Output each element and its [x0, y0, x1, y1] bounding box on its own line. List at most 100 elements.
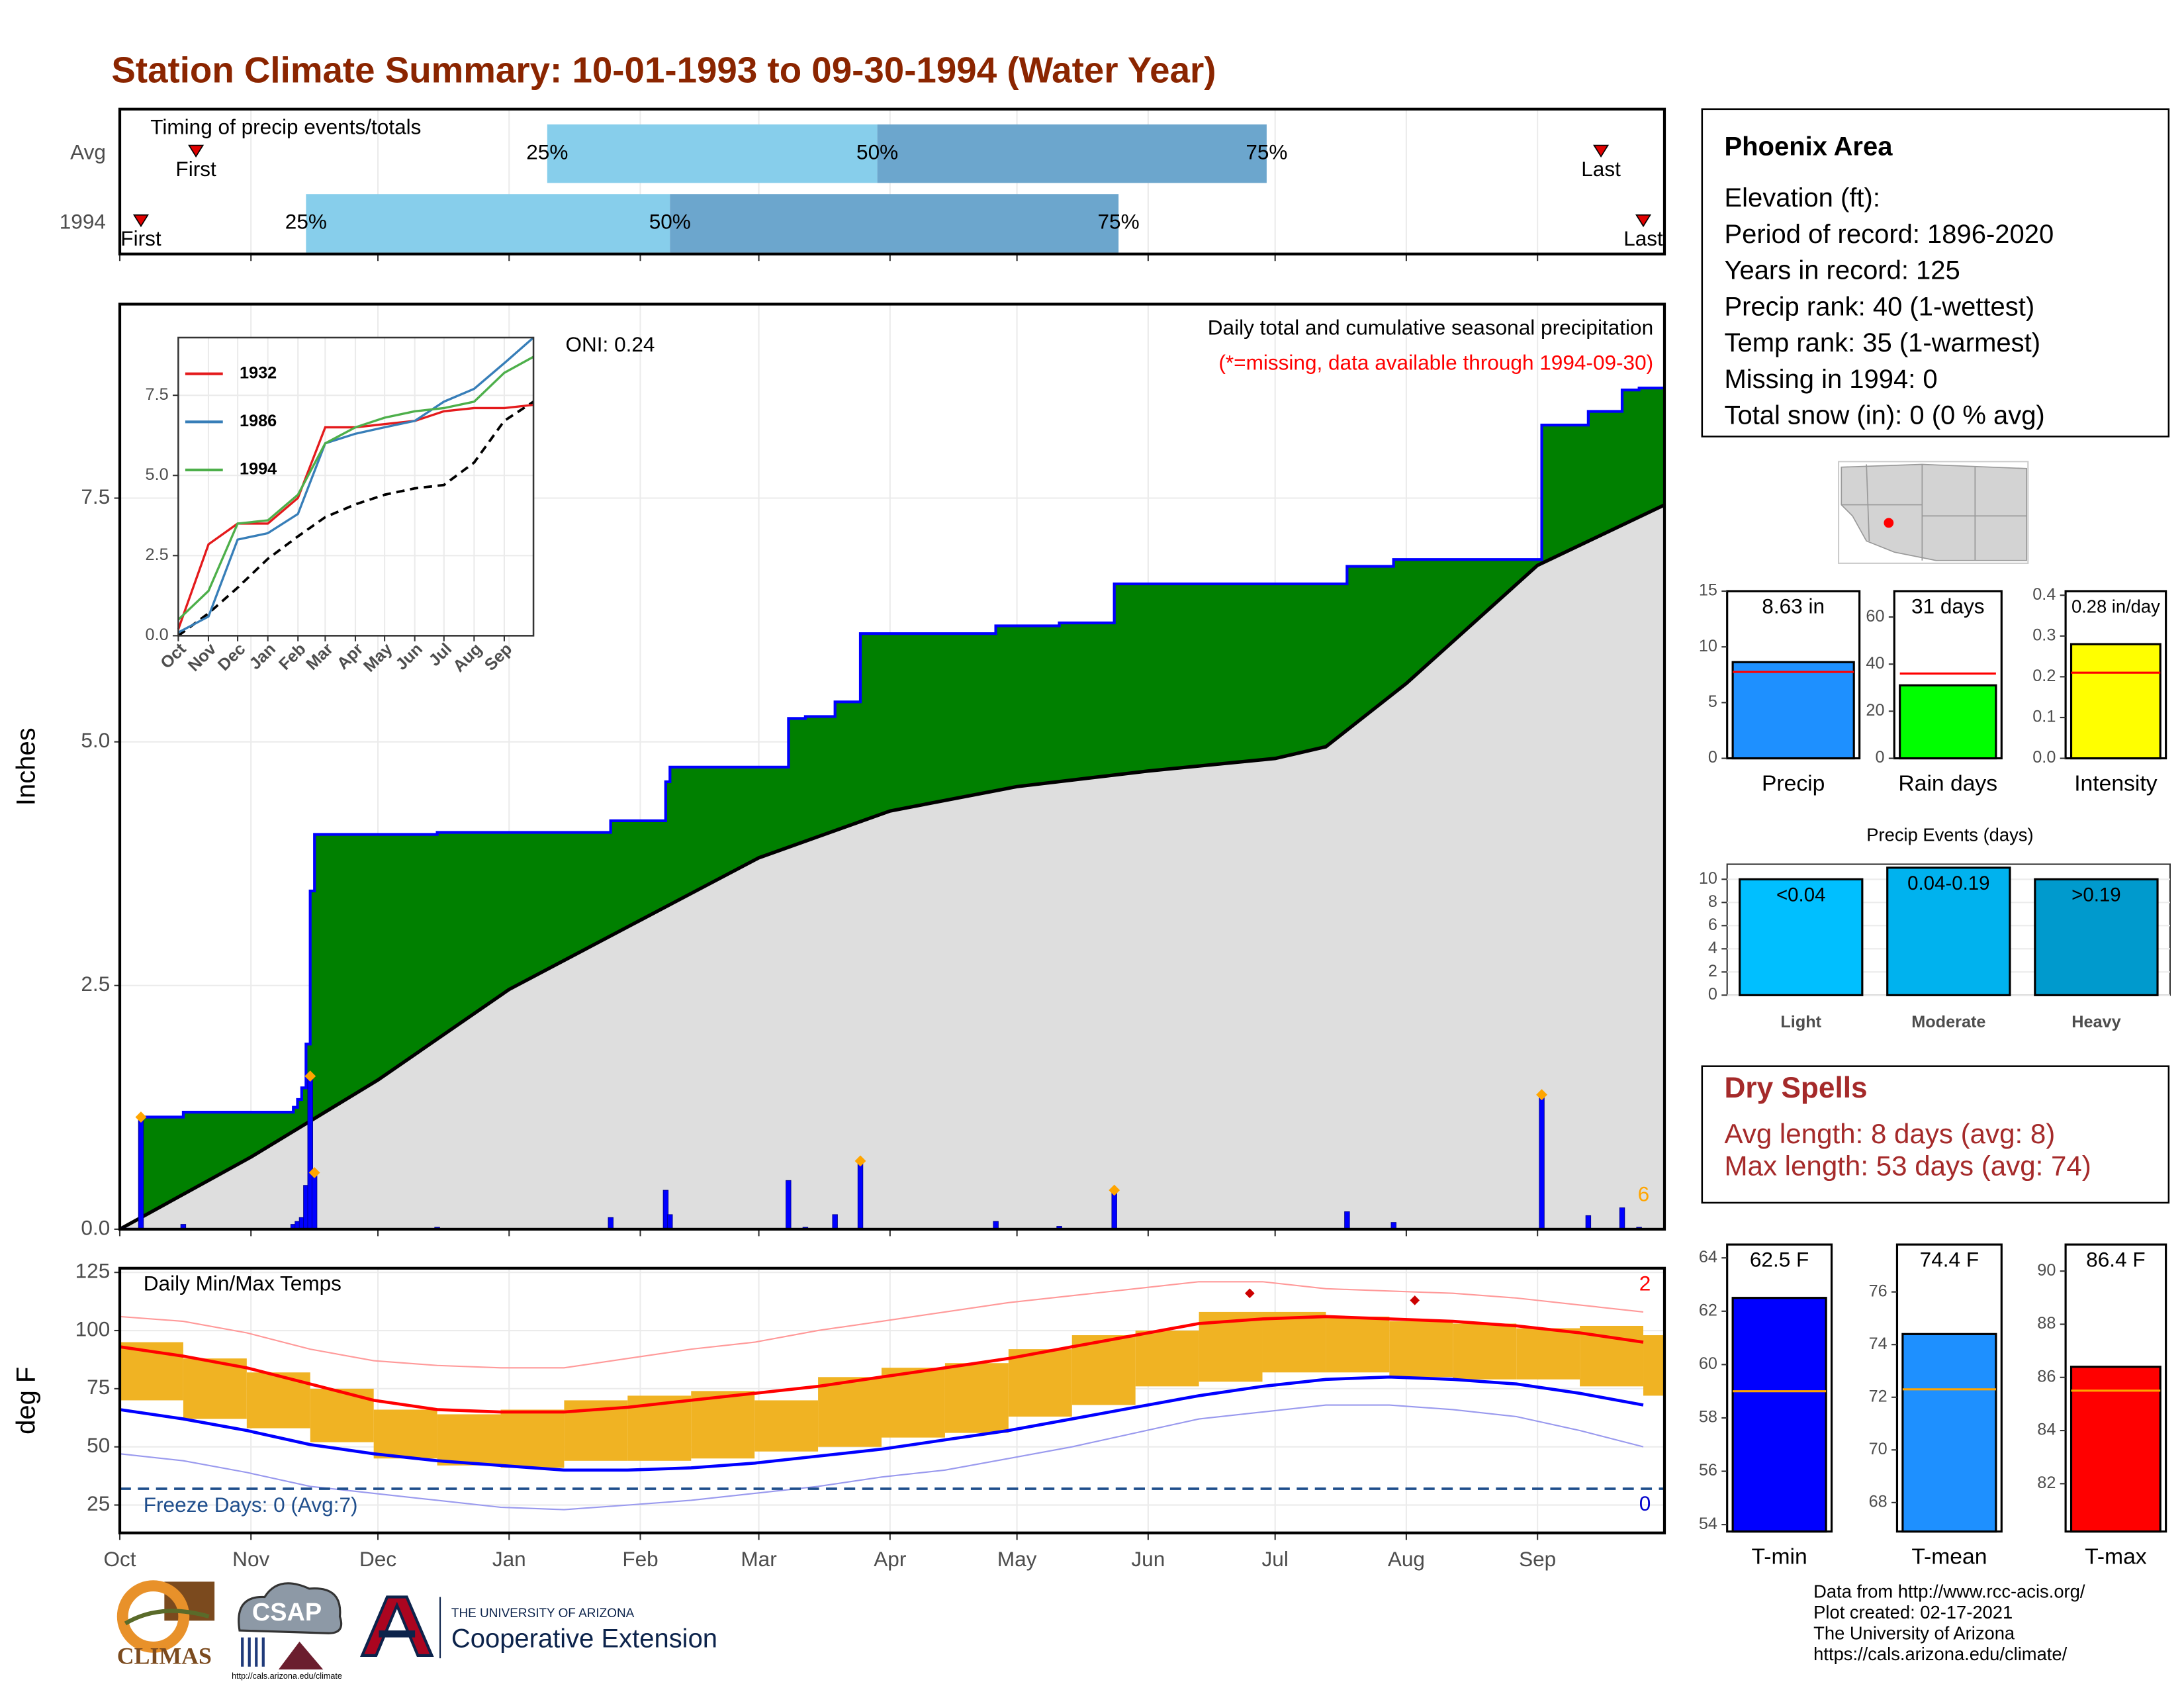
daily-range — [1135, 1331, 1199, 1387]
quartile-label: 75% — [1098, 210, 1140, 234]
y-tick-label: 56 — [1699, 1461, 1717, 1479]
climas-logo: CLIMAS — [117, 1642, 212, 1669]
station-line: Missing in 1994: 0 — [1724, 365, 1937, 394]
daily-bar — [1619, 1207, 1625, 1230]
daily-range — [882, 1368, 945, 1438]
y-tick-label: 6 — [1708, 915, 1717, 934]
y-tick-label: 25 — [87, 1491, 110, 1515]
y-tick-label: 0.3 — [2032, 626, 2056, 644]
daily-range — [500, 1409, 565, 1468]
dry-spells-line: Max length: 53 days (avg: 74) — [1724, 1150, 2091, 1181]
y-tick-label: 20 — [1866, 701, 1884, 720]
station-line: Years in record: 125 — [1724, 256, 1960, 285]
bar — [1899, 684, 1997, 760]
y-tick-label: 74 — [1869, 1335, 1888, 1353]
y-tick-label: 58 — [1699, 1408, 1717, 1427]
y-tick-label: 10 — [1699, 869, 1717, 888]
y-tick-label: 0.0 — [81, 1215, 110, 1239]
daily-range — [818, 1377, 882, 1447]
y-tick-label: 88 — [2037, 1314, 2056, 1333]
oni-label: ONI: 0.24 — [565, 332, 655, 356]
daily-bar — [832, 1214, 838, 1230]
quartile-label: 50% — [856, 140, 898, 164]
footer-line: Data from http://www.rcc-acis.org/ — [1813, 1581, 2085, 1601]
daily-range — [1643, 1335, 1664, 1396]
y-tick-label: 4 — [1708, 939, 1717, 957]
daily-range — [754, 1400, 819, 1452]
daily-bar — [667, 1214, 673, 1230]
daily-bar — [608, 1217, 614, 1230]
y-tick-label: 0.2 — [2032, 667, 2056, 685]
event-marker — [188, 144, 205, 158]
station-line: Total snow (in): 0 (0 % avg) — [1724, 401, 2044, 430]
y-tick-label: 86 — [2037, 1367, 2056, 1385]
y-tick-label: 5.0 — [146, 465, 169, 484]
event-label: Last — [1581, 157, 1621, 181]
value-label: 8.63 in — [1762, 594, 1825, 618]
category-label: Rain days — [1898, 771, 1997, 796]
bin-label: >0.19 — [2071, 884, 2121, 906]
panel-border — [118, 1266, 1666, 1534]
daily-range — [437, 1414, 501, 1466]
daily-bar — [311, 1172, 318, 1230]
quartile-label: 25% — [285, 210, 327, 234]
row-label: 1994 — [60, 210, 106, 234]
quartile-label: 50% — [649, 210, 691, 234]
dry-spells-title: Dry Spells — [1724, 1072, 1867, 1104]
normal-max-line — [119, 1315, 1644, 1414]
category-label: Heavy — [2071, 1013, 2120, 1031]
inset-border — [177, 336, 535, 637]
precip-note: (*=missing, data available through 1994-… — [1218, 350, 1653, 374]
x-tick-label: Mar — [741, 1547, 776, 1571]
y-tick-label: 100 — [75, 1317, 111, 1340]
daily-range — [373, 1409, 437, 1459]
record-low-count: 0 — [1639, 1491, 1651, 1515]
value-label: 62.5 F — [1750, 1248, 1809, 1272]
top-event-marker — [854, 1155, 866, 1167]
daily-range — [1008, 1349, 1072, 1417]
bar — [2034, 878, 2159, 996]
x-tick-label: Jun — [1131, 1547, 1165, 1571]
event-marker — [1635, 214, 1652, 228]
daily-bar — [786, 1180, 792, 1230]
station-line: Precip rank: 40 (1-wettest) — [1724, 292, 2034, 321]
x-tick-label: Nov — [232, 1547, 269, 1571]
event-marker — [1593, 144, 1610, 158]
normal-area — [119, 504, 1664, 1229]
category-label: Intensity — [2074, 771, 2158, 796]
daily-bar — [1539, 1094, 1545, 1230]
legend-label: 1932 — [240, 363, 277, 382]
footer-line: https://cals.arizona.edu/climate/ — [1813, 1644, 2067, 1664]
y-tick-label: 5.0 — [81, 728, 110, 752]
event-label: First — [175, 157, 216, 181]
value-label: 74.4 F — [1920, 1248, 1979, 1272]
daily-bar — [1111, 1190, 1117, 1230]
bar — [2070, 1366, 2161, 1533]
freeze-label: Freeze Days: 0 (Avg:7) — [144, 1493, 358, 1517]
y-tick-label: 0.0 — [146, 626, 169, 644]
x-tick-label: Dec — [359, 1547, 396, 1571]
y-tick-label: 72 — [1869, 1387, 1888, 1405]
station-box — [1701, 108, 2170, 438]
logos: CLIMAS CSAP http://cals.arizona.edu/clim… — [116, 1580, 717, 1681]
y-tick-label: 40 — [1866, 654, 1884, 673]
quartile-label: 25% — [526, 140, 568, 164]
top-event-marker — [1109, 1184, 1120, 1196]
daily-range — [1326, 1316, 1390, 1373]
y-tick-label: 0.4 — [2032, 585, 2056, 604]
y-tick-label: 50 — [87, 1433, 110, 1457]
daily-range — [691, 1391, 755, 1459]
value-label: 31 days — [1911, 594, 1985, 618]
daily-bar — [1344, 1211, 1350, 1230]
temp-heading: Daily Min/Max Temps — [144, 1271, 341, 1295]
timing-title: Timing of precip events/totals — [150, 115, 421, 139]
legend-label: 1994 — [240, 460, 277, 479]
station-line: Temp rank: 35 (1-warmest) — [1724, 328, 2040, 357]
y-tick-label: 8 — [1708, 892, 1717, 911]
x-tick-label: Aug — [1388, 1547, 1425, 1571]
y-tick-label: 0 — [1875, 748, 1884, 767]
row-label: Avg — [70, 140, 106, 164]
bin-label: <0.04 — [1776, 884, 1826, 906]
